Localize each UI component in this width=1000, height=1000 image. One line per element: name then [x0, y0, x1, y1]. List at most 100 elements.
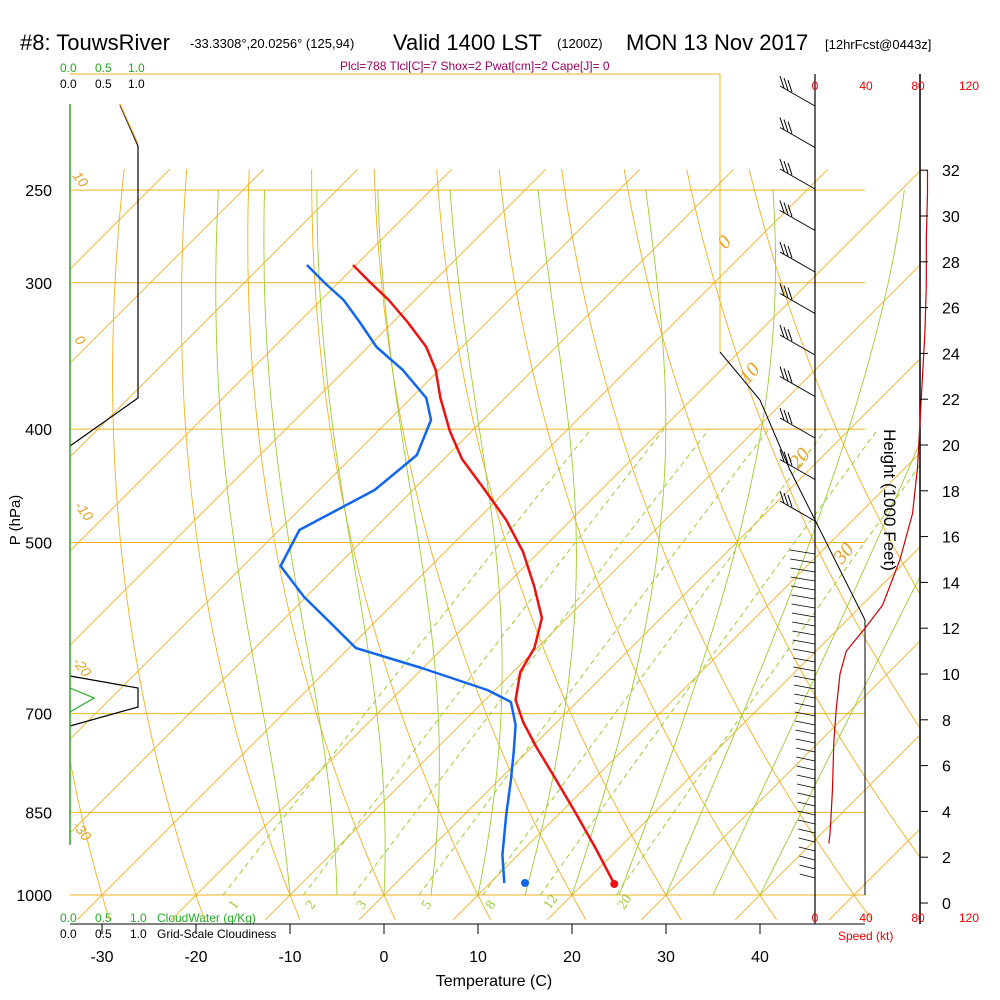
moist-adiabat-line: [316, 190, 386, 896]
speed-tick-label-top: 40: [859, 79, 873, 93]
wind-barb-flag: [787, 494, 793, 508]
isotherm-line: [923, 169, 1000, 919]
moist-adiabat-line: [759, 575, 920, 896]
wind-barb-shaft: [779, 334, 816, 356]
mixing-ratio-lines: [222, 428, 920, 896]
cloud-scale-black-2-bottom: 1.0: [130, 927, 147, 941]
dry-adiabat-line: [311, 169, 492, 921]
wind-barb: [779, 366, 816, 397]
height-tick-label: 4: [942, 804, 951, 821]
isotherm-line: [70, 168, 547, 646]
valid-time: Valid 1400 LST: [393, 30, 542, 55]
wind-barb-shaft: [791, 585, 816, 591]
wind-barb-flag: [779, 324, 785, 338]
wind-barb-shaft: [795, 747, 816, 753]
wind-barb-shaft: [795, 729, 816, 735]
wind-barb-flag: [783, 451, 789, 464]
valid-zulu: (1200Z): [557, 36, 603, 51]
cloud-scale-bottom: 0.0 0.5 1.0 CloudWater (g/Kg) 0.0 0.5 1.…: [60, 911, 276, 941]
temperature-tick-label: 0: [380, 949, 389, 966]
isotherm-line: [828, 828, 920, 921]
wind-barb: [779, 490, 816, 522]
wind-barb-flag: [783, 77, 789, 91]
wind-barb-flag: [783, 202, 789, 215]
wind-barb-shaft: [799, 873, 816, 879]
dry-adiabat-line: [436, 169, 682, 921]
speed-tick-label-bottom: 0: [812, 911, 819, 925]
wind-barb-shaft: [793, 684, 816, 690]
wind-barb-flag: [779, 366, 785, 379]
pressure-tick-label: 300: [25, 276, 52, 293]
dry-adiabat-line: [561, 169, 873, 921]
mixing-ratio-line: [615, 464, 920, 896]
wind-barb-shaft: [796, 774, 816, 780]
wind-barb-shaft: [779, 500, 816, 522]
valid-date: MON 13 Nov 2017: [626, 30, 808, 55]
cloud-scale-green-0: 0.0: [60, 61, 77, 75]
height-tick-label: 22: [942, 392, 960, 409]
cloud-scale-green-2-bottom: 1.0: [130, 911, 147, 925]
height-tick-label: 14: [942, 575, 960, 592]
cloud-scale-black-0: 0.0: [60, 77, 77, 91]
isotherm-line: [70, 168, 265, 364]
wind-barb: [779, 283, 816, 314]
wind-barb-flag: [779, 200, 785, 213]
wind-barb-shaft: [795, 738, 816, 744]
height-tick-label: 30: [942, 209, 960, 226]
height-tick-label: 6: [942, 759, 951, 776]
dry-adiabat-line: [181, 169, 301, 920]
isotherm-line: [452, 452, 920, 921]
wind-barb-shaft: [798, 837, 816, 843]
wind-barb-flag: [787, 328, 793, 342]
height-axis-label: Height (1000 Feet): [880, 429, 899, 571]
wind-barb-shaft: [790, 576, 816, 582]
wind-barb-shaft: [792, 630, 816, 636]
wind-barb-shaft: [790, 558, 816, 564]
wind-barb-shaft: [798, 846, 816, 852]
height-tick-label: 32: [942, 163, 960, 180]
wind-barb-flag: [787, 370, 793, 383]
wind-barb-shaft: [796, 765, 816, 771]
dewpoint-profile-surface-dot: [521, 879, 529, 887]
speed-axis-label: Speed (kt): [838, 929, 893, 943]
pressure-tick-label: 500: [25, 536, 52, 553]
wind-barb: [779, 158, 816, 190]
pressure-tick-label: 700: [25, 707, 52, 724]
sounding-profiles: [279, 264, 619, 888]
wind-barb-flag: [787, 453, 793, 466]
speed-tick-label-bottom: 120: [959, 911, 979, 925]
cloudiness-label: Grid-Scale Cloudiness: [157, 927, 276, 941]
cloud-scale-top: 0.0 0.5 1.0 0.0 0.5 1.0: [60, 61, 145, 91]
wind-barb: [779, 324, 816, 356]
cloud-scale-black-0-bottom: 0.0: [60, 927, 77, 941]
cloud-scale-green-0-bottom: 0.0: [60, 911, 77, 925]
isotherm-line: [264, 264, 920, 921]
isotherm-line: [70, 168, 453, 552]
wind-barb-shaft: [798, 828, 816, 834]
wind-barb-shaft: [792, 639, 816, 645]
wind-barb-shaft: [797, 801, 816, 807]
x-axis-label: Temperature (C): [436, 973, 552, 990]
wind-barb-shaft: [779, 85, 816, 107]
dry-adiabat-label-right: 0: [713, 231, 736, 253]
moist-adiabat-line: [377, 190, 440, 896]
wind-barb-shaft: [779, 251, 816, 273]
isotherm-line: [546, 546, 920, 921]
height-tick-label: 10: [942, 667, 960, 684]
cloudiness-profile-upper: [69, 104, 139, 447]
dry-adiabat-line: [247, 169, 396, 920]
wind-barb-shaft: [791, 612, 816, 618]
pressure-tick-label: 850: [25, 805, 52, 822]
wind-barb-flag: [787, 162, 793, 176]
speed-tick-label-top: 80: [911, 79, 925, 93]
wind-barb-shaft: [779, 376, 816, 397]
temperature-tick-label: 10: [469, 949, 487, 966]
wind-barb: [779, 200, 816, 231]
height-tick-label: 16: [942, 530, 960, 547]
dry-adiabat-lines: [70, 169, 920, 921]
forecast-tag: [12hrFcst@0443z]: [825, 37, 931, 52]
wind-barb-flag: [783, 119, 789, 132]
